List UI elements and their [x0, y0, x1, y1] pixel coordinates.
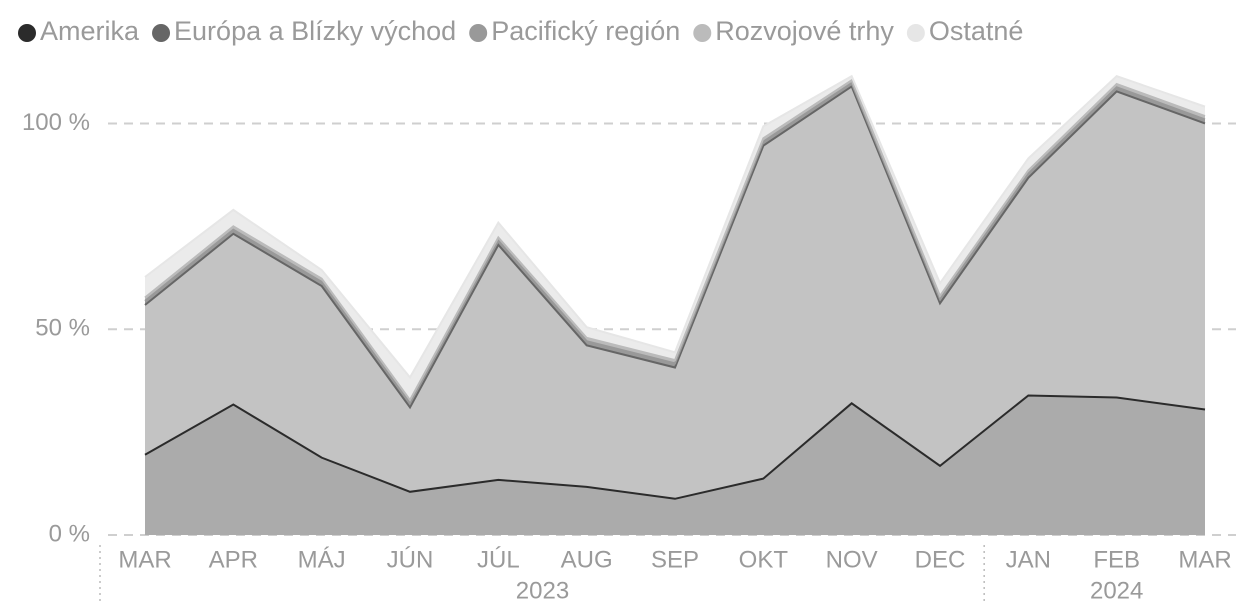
legend-text: Amerika	[40, 16, 140, 46]
series-line	[144, 84, 1206, 410]
year-label: 2023	[516, 577, 569, 604]
legend-dot	[152, 24, 171, 42]
legend-dot	[693, 24, 712, 42]
x-tick-label: JAN	[1006, 546, 1051, 573]
x-tick-label: JÚL	[477, 546, 520, 573]
series-line	[144, 74, 1206, 380]
series-line	[144, 394, 1206, 500]
legend-text: Pacifický región	[491, 16, 680, 46]
legend-text: Rozvojové trhy	[715, 16, 894, 46]
x-tick-label: FEB	[1093, 546, 1140, 573]
series-line	[144, 78, 1206, 402]
x-tick-label: SEP	[651, 546, 699, 573]
area	[145, 86, 1205, 499]
x-tick-label: JÚN	[387, 546, 434, 573]
x-tick-label: OKT	[739, 546, 789, 573]
x-tick-label: NOV	[826, 546, 878, 573]
x-tick-label: AUG	[561, 546, 613, 573]
legend-dot	[906, 24, 925, 42]
x-tick-label: APR	[209, 546, 258, 573]
series-line	[144, 81, 1206, 406]
legend-dot	[18, 24, 36, 42]
x-tick-label: MAR	[1178, 546, 1231, 573]
x-tick-label: MAR	[118, 546, 171, 573]
legend-dot	[469, 24, 488, 42]
y-tick-label: 100 %	[22, 109, 90, 136]
legend-text: Ostatné	[929, 16, 1024, 46]
y-tick-label: 50 %	[35, 315, 90, 342]
x-tick-label: MÁJ	[298, 546, 346, 573]
x-tick-label: DEC	[915, 546, 966, 573]
legend-text: Európa a Blízky východ	[174, 16, 456, 46]
area	[145, 395, 1205, 535]
y-tick-label: 0 %	[49, 520, 90, 547]
year-label: 2024	[1090, 577, 1143, 604]
